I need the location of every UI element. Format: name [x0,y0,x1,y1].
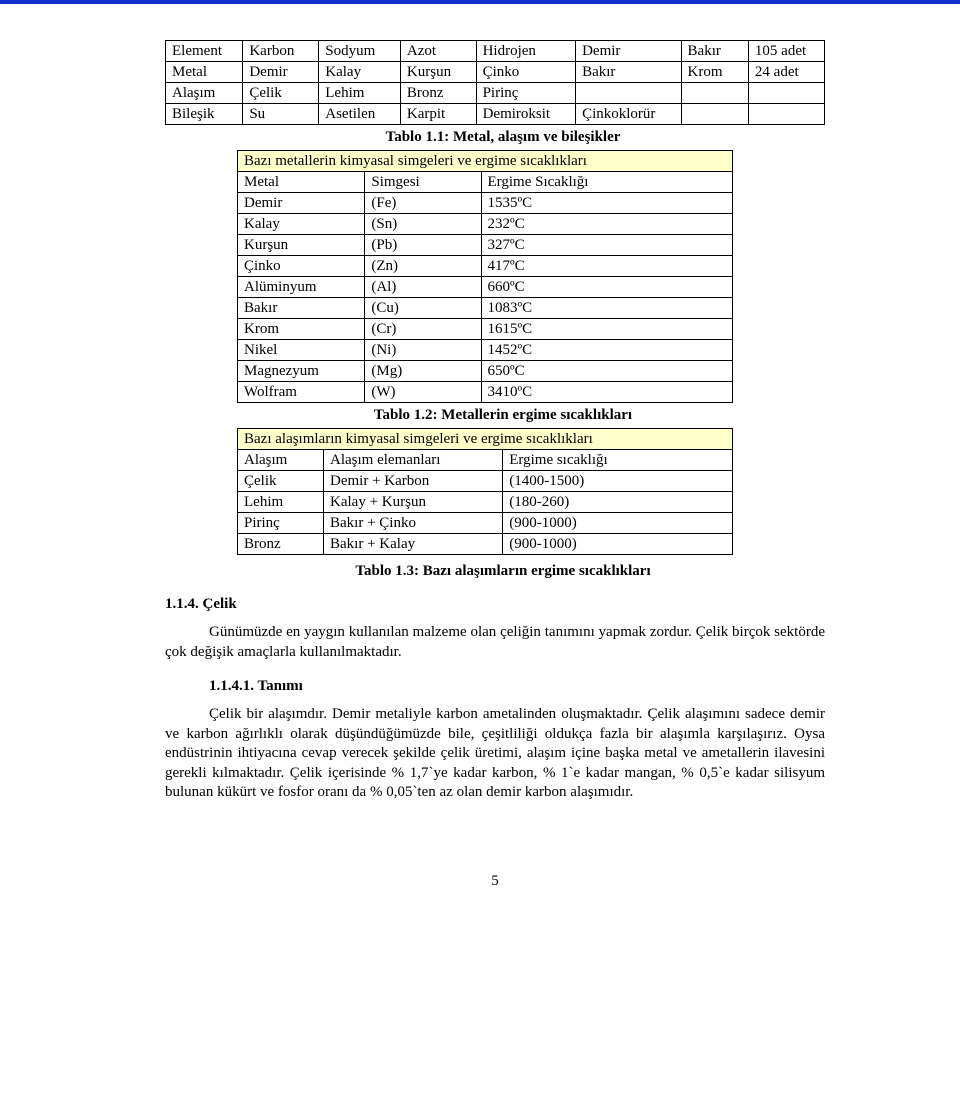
cell: 327ºC [481,235,733,256]
cell: (180-260) [503,492,733,513]
cell: Bileşik [166,104,243,125]
cell: (Al) [365,277,481,298]
cell: 650ºC [481,361,733,382]
cell: Wolfram [238,382,365,403]
paragraph-tanimi: Çelik bir alaşımdır. Demir metaliyle kar… [165,705,825,803]
table-alloys: Bazı alaşımların kimyasal simgeleri ve e… [237,428,733,555]
cell: (Cu) [365,298,481,319]
cell: Bakır [576,62,681,83]
cell: Sodyum [319,41,401,62]
cell: Metal [166,62,243,83]
cell: Asetilen [319,104,401,125]
cell: Alüminyum [238,277,365,298]
cell: 1083ºC [481,298,733,319]
cell: Bakır [238,298,365,319]
cell: Nikel [238,340,365,361]
cell: (900-1000) [503,513,733,534]
cell: (Sn) [365,214,481,235]
page-number: 5 [165,873,825,890]
cell: Pirinç [238,513,324,534]
cell: Kurşun [400,62,476,83]
col-header: Ergime Sıcaklığı [481,172,733,193]
cell: Magnezyum [238,361,365,382]
cell: Krom [238,319,365,340]
cell: 1452ºC [481,340,733,361]
cell: Su [243,104,319,125]
cell: Krom [681,62,748,83]
caption-table-1-1: Tablo 1.1: Metal, alaşım ve bileşikler [237,129,769,146]
cell: Bakır + Çinko [324,513,503,534]
cell: (W) [365,382,481,403]
cell: Alaşım [166,83,243,104]
cell: (Ni) [365,340,481,361]
cell: 417ºC [481,256,733,277]
heading-1-1-4: 1.1.4. Çelik [165,596,825,613]
paragraph-celik-intro: Günümüzde en yaygın kullanılan malzeme o… [165,623,825,662]
cell: (Pb) [365,235,481,256]
cell: 232ºC [481,214,733,235]
cell: Karbon [243,41,319,62]
cell: (Zn) [365,256,481,277]
cell: Kalay + Kurşun [324,492,503,513]
cell [748,83,824,104]
cell: Çelik [243,83,319,104]
cell: 105 adet [748,41,824,62]
cell: Demir + Karbon [324,471,503,492]
cell: (Mg) [365,361,481,382]
cell: Lehim [319,83,401,104]
cell: Çinko [238,256,365,277]
cell: 1535ºC [481,193,733,214]
cell: Çelik [238,471,324,492]
table-elements: Element Karbon Sodyum Azot Hidrojen Demi… [165,40,825,125]
col-header: Metal [238,172,365,193]
heading-1-1-4-1: 1.1.4.1. Tanımı [209,678,825,695]
cell: Kalay [319,62,401,83]
cell: 24 adet [748,62,824,83]
col-header: Ergime sıcaklığı [503,450,733,471]
cell: Bakır + Kalay [324,534,503,555]
cell: Demir [576,41,681,62]
cell: 660ºC [481,277,733,298]
cell: Element [166,41,243,62]
cell: Kurşun [238,235,365,256]
col-header: Alaşım elemanları [324,450,503,471]
cell: Kalay [238,214,365,235]
cell: (1400-1500) [503,471,733,492]
cell: (Fe) [365,193,481,214]
cell: Bronz [400,83,476,104]
cell: Lehim [238,492,324,513]
cell: (Cr) [365,319,481,340]
cell: Bronz [238,534,324,555]
cell: 3410ºC [481,382,733,403]
cell: Azot [400,41,476,62]
document-page: Element Karbon Sodyum Azot Hidrojen Demi… [75,4,885,940]
cell: 1615ºC [481,319,733,340]
table-title: Bazı metallerin kimyasal simgeleri ve er… [238,151,733,172]
cell [681,83,748,104]
cell: Hidrojen [476,41,576,62]
cell: Pirinç [476,83,576,104]
cell [748,104,824,125]
cell: Çinkoklorür [576,104,681,125]
cell: Demir [243,62,319,83]
cell [576,83,681,104]
cell: Demiroksit [476,104,576,125]
cell: Çinko [476,62,576,83]
caption-table-1-3: Tablo 1.3: Bazı alaşımların ergime sıcak… [237,563,769,580]
col-header: Alaşım [238,450,324,471]
cell: Karpit [400,104,476,125]
table-title: Bazı alaşımların kimyasal simgeleri ve e… [238,429,733,450]
col-header: Simgesi [365,172,481,193]
cell: Demir [238,193,365,214]
cell: (900-1000) [503,534,733,555]
cell: Bakır [681,41,748,62]
table-metals: Bazı metallerin kimyasal simgeleri ve er… [237,150,733,403]
caption-table-1-2: Tablo 1.2: Metallerin ergime sıcaklıklar… [237,407,769,424]
cell [681,104,748,125]
